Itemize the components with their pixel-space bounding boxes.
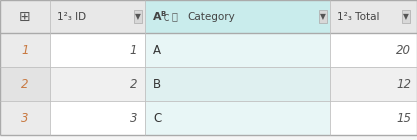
Bar [145,0,330,33]
Text: 1: 1 [130,44,137,57]
Bar [0,101,50,135]
Bar [330,101,417,135]
Text: 3: 3 [130,111,137,124]
Bar [50,67,145,101]
Text: 20: 20 [396,44,411,57]
Bar [0,0,50,33]
Text: A: A [153,11,162,22]
Bar [0,67,50,101]
Text: 12: 12 [396,78,411,90]
Text: 2: 2 [21,78,29,90]
Text: B: B [160,10,165,17]
Bar [50,33,145,67]
Bar [145,67,330,101]
Bar [0,33,50,67]
Text: ▼: ▼ [403,12,409,21]
Bar [50,0,145,33]
Bar [330,0,417,33]
Text: A: A [153,44,161,57]
Text: ▼: ▼ [320,12,326,21]
Text: 3: 3 [21,111,29,124]
Text: 15: 15 [396,111,411,124]
Text: B: B [153,78,161,90]
Bar [145,33,330,67]
Text: 2: 2 [130,78,137,90]
Bar [145,101,330,135]
Text: ▼: ▼ [135,12,141,21]
Text: C: C [153,111,161,124]
Text: ⊞: ⊞ [19,10,31,24]
Text: Category: Category [187,11,235,22]
Text: 1: 1 [21,44,29,57]
Bar [330,67,417,101]
Bar [330,33,417,67]
Text: 1²₃ Total: 1²₃ Total [337,11,379,22]
Bar [50,101,145,135]
Text: 🔍: 🔍 [172,11,178,22]
Text: 1²₃ ID: 1²₃ ID [57,11,86,22]
Text: C: C [164,14,169,23]
